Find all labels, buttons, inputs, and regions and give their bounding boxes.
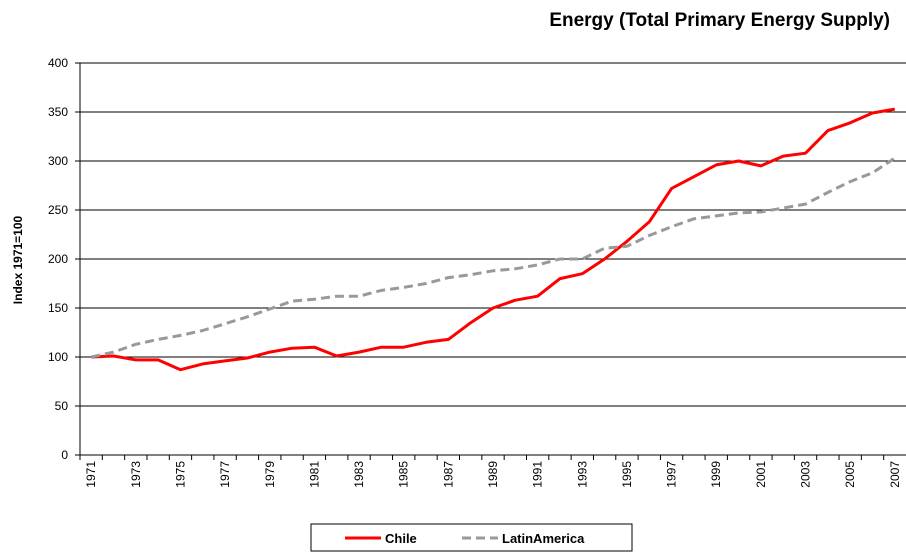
- x-tick-label: 1995: [620, 461, 634, 488]
- y-tick-label: 150: [48, 301, 68, 315]
- x-tick-label: 2007: [888, 461, 902, 488]
- x-tick-label: 1987: [441, 461, 455, 488]
- y-axis-label: Index 1971=100: [11, 215, 25, 304]
- x-tick-label: 1973: [129, 461, 143, 488]
- x-tick-label: 1981: [307, 461, 321, 488]
- y-tick-label: 100: [48, 350, 68, 364]
- x-tick-label: 1971: [84, 461, 98, 488]
- y-tick-label: 350: [48, 105, 68, 119]
- x-tick-label: 1999: [709, 461, 723, 488]
- series-line: [91, 107, 896, 372]
- x-tick-label: 1989: [486, 461, 500, 488]
- y-tick-label: 300: [48, 154, 68, 168]
- x-tick-label: 1975: [173, 461, 187, 488]
- y-tick-label: 400: [48, 56, 68, 70]
- x-tick-label: 1985: [397, 461, 411, 488]
- y-tick-label: 50: [55, 399, 69, 413]
- x-tick-label: 2005: [843, 461, 857, 488]
- x-tick-label: 1979: [263, 461, 277, 488]
- chart-title: Energy (Total Primary Energy Supply): [549, 10, 890, 31]
- y-tick-label: 200: [48, 252, 68, 266]
- x-tick-label: 1983: [352, 461, 366, 488]
- x-tick-label: 1993: [575, 461, 589, 488]
- x-tick-label: 1991: [531, 461, 545, 488]
- series-line: [90, 156, 896, 359]
- x-tick-label: 1997: [665, 461, 679, 488]
- legend-label: Chile: [385, 531, 417, 546]
- x-tick-label: 2001: [754, 461, 768, 488]
- x-tick-label: 1977: [218, 461, 232, 488]
- y-tick-label: 250: [48, 203, 68, 217]
- y-tick-label: 0: [61, 448, 68, 462]
- x-tick-label: 2003: [799, 461, 813, 488]
- legend-label: LatinAmerica: [502, 531, 585, 546]
